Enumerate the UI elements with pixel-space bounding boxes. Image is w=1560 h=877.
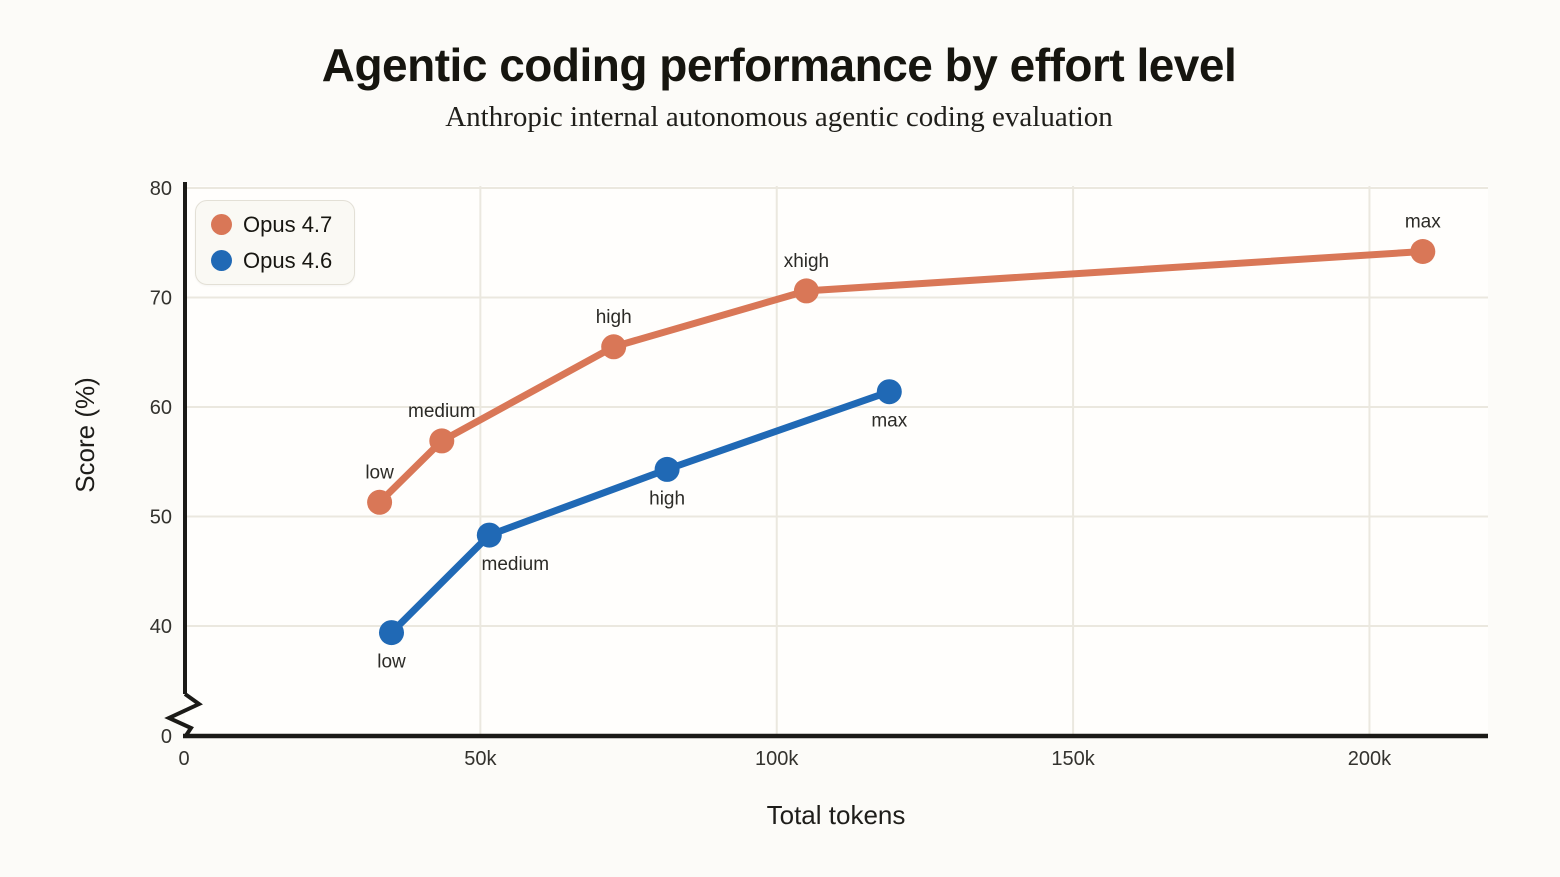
point-label-medium: medium	[408, 401, 476, 422]
y-tick-label-70: 70	[150, 288, 172, 310]
y-tick-label-50: 50	[150, 507, 172, 529]
plot-area	[185, 186, 1488, 734]
y-axis-title: Score (%)	[70, 377, 100, 493]
chart-subtitle: Anthropic internal autonomous agentic co…	[445, 101, 1113, 133]
chart-title: Agentic coding performance by effort lev…	[321, 39, 1237, 91]
data-point-high	[601, 334, 627, 360]
x-axis-title: Total tokens	[767, 800, 906, 830]
legend-item-opus-47: Opus 4.7	[211, 211, 332, 238]
legend-swatch-opus-47-icon	[211, 214, 232, 235]
legend: Opus 4.7 Opus 4.6	[195, 200, 356, 285]
legend-item-opus-46: Opus 4.6	[211, 247, 332, 274]
data-point-medium	[429, 428, 455, 454]
x-tick-label-150k: 150k	[1051, 748, 1095, 770]
y-tick-label-0: 0	[161, 726, 172, 748]
point-label-low: low	[377, 652, 406, 673]
x-tick-label-100k: 100k	[755, 748, 799, 770]
series-line-opus-4-6	[388, 388, 893, 637]
legend-swatch-opus-46-icon	[211, 250, 232, 271]
y-tick-label-40: 40	[150, 616, 172, 638]
point-label-medium: medium	[482, 554, 550, 575]
data-point-low	[367, 489, 393, 515]
x-tick-label-0: 0	[178, 748, 189, 770]
data-point-high	[654, 456, 680, 482]
point-label-xhigh: xhigh	[784, 251, 829, 272]
data-point-xhigh	[793, 278, 819, 304]
x-tick-label-50k: 50k	[464, 748, 497, 770]
y-tick-label-60: 60	[150, 397, 172, 419]
legend-label-opus-47: Opus 4.7	[243, 212, 333, 237]
y-tick-label-80: 80	[150, 178, 172, 200]
point-label-high: high	[596, 307, 632, 328]
point-label-max: max	[1405, 212, 1441, 233]
data-point-medium	[476, 522, 502, 548]
x-tick-label-200k: 200k	[1348, 748, 1392, 770]
y-axis-break-icon	[164, 692, 203, 739]
point-label-high: high	[649, 488, 685, 509]
point-label-max: max	[871, 411, 907, 432]
data-point-max	[876, 379, 902, 405]
legend-label-opus-46: Opus 4.6	[243, 248, 333, 273]
point-label-low: low	[365, 462, 394, 483]
data-point-low	[379, 620, 404, 646]
data-point-max	[1410, 239, 1436, 264]
